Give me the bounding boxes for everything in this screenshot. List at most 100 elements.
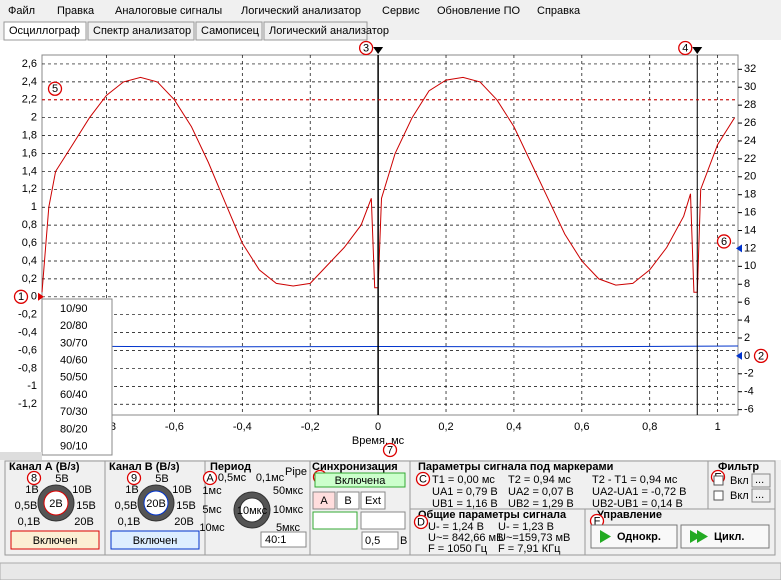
filter-options[interactable] bbox=[751, 473, 771, 488]
dropdown-item[interactable]: 90/10 bbox=[60, 441, 88, 453]
filter-checkbox[interactable] bbox=[713, 490, 724, 501]
tab-label[interactable]: Самописец bbox=[201, 25, 260, 37]
y2-tick-label: -4 bbox=[744, 386, 754, 398]
panel-title: Канал В (В/з) bbox=[109, 461, 180, 473]
dropdown-item[interactable]: 20/80 bbox=[60, 320, 88, 332]
x-tick-label: 0,8 bbox=[642, 421, 657, 433]
sync-source[interactable] bbox=[336, 491, 360, 510]
sync-source-label[interactable]: A bbox=[320, 495, 328, 507]
tab[interactable] bbox=[87, 21, 195, 41]
control-button[interactable] bbox=[680, 524, 770, 549]
play-icon bbox=[600, 530, 611, 543]
knob-label: 10мс bbox=[199, 522, 225, 534]
filter-options-label[interactable]: ... bbox=[755, 489, 764, 501]
menu-item[interactable]: Логический анализатор bbox=[241, 5, 361, 17]
y-tick-label: 1 bbox=[31, 201, 37, 213]
badge: 7 bbox=[387, 444, 393, 456]
ratio-select-value[interactable]: 40:1 bbox=[265, 534, 286, 546]
knob-label: 0,5В bbox=[115, 500, 138, 512]
ratio-select[interactable] bbox=[260, 531, 307, 548]
filter-options[interactable] bbox=[751, 488, 771, 503]
dropdown-item[interactable]: 80/20 bbox=[60, 423, 88, 435]
y2-marker bbox=[736, 351, 742, 360]
marker-param: T2 = 0,94 мс bbox=[508, 474, 571, 486]
tab-label[interactable]: Логический анализатор bbox=[269, 25, 389, 37]
y-tick-label: 2,4 bbox=[22, 76, 37, 88]
tab[interactable] bbox=[195, 21, 263, 41]
knob[interactable] bbox=[43, 490, 69, 516]
y2-tick-label: 30 bbox=[744, 81, 756, 93]
x-tick-label: -0,4 bbox=[233, 421, 252, 433]
badge-circle bbox=[13, 289, 29, 304]
menu-item[interactable]: Обновление ПО bbox=[437, 5, 520, 17]
dropdown-item[interactable]: 60/40 bbox=[60, 389, 88, 401]
dropdown-item[interactable]: 40/60 bbox=[60, 355, 88, 367]
dropdown-item[interactable]: 50/50 bbox=[60, 372, 88, 384]
panel bbox=[409, 508, 586, 556]
filter-options-label[interactable]: ... bbox=[755, 474, 764, 486]
sync-source[interactable] bbox=[312, 491, 336, 510]
tab-label[interactable]: Осциллограф bbox=[9, 25, 80, 37]
y2-tick-label: 28 bbox=[744, 99, 756, 111]
panel-title: Канал А (В/з) bbox=[9, 461, 80, 473]
power-button[interactable] bbox=[10, 530, 100, 550]
dropdown-item[interactable]: 10/90 bbox=[60, 303, 88, 315]
control-button-label[interactable]: Однокр. bbox=[617, 531, 661, 543]
knob[interactable] bbox=[143, 490, 169, 516]
y-tick-label: 0,6 bbox=[22, 237, 37, 249]
control-button-label[interactable]: Цикл. bbox=[714, 531, 744, 543]
knob[interactable] bbox=[239, 497, 265, 523]
sync-source[interactable] bbox=[360, 491, 386, 510]
tab[interactable] bbox=[263, 21, 368, 41]
dropdown-list bbox=[41, 298, 113, 456]
play-icon bbox=[697, 530, 708, 543]
control-button[interactable] bbox=[590, 524, 678, 549]
badge: 8 bbox=[31, 472, 37, 484]
knob-label: 1В bbox=[125, 484, 138, 496]
power-button[interactable] bbox=[110, 530, 200, 550]
zero-marker bbox=[38, 292, 44, 301]
y2-tick-label: 0 bbox=[744, 350, 750, 362]
edge-rise[interactable] bbox=[312, 511, 358, 530]
sync-source-label[interactable]: B bbox=[344, 495, 351, 507]
menu-item[interactable]: Сервис bbox=[382, 5, 420, 17]
edge-fall[interactable] bbox=[360, 511, 406, 530]
menu-item[interactable]: Правка bbox=[57, 5, 95, 17]
power-button-label[interactable]: Включен bbox=[33, 535, 78, 547]
sync-state[interactable] bbox=[314, 472, 406, 488]
signal-trace bbox=[41, 345, 739, 348]
panel-title: Общие параметры сигнала bbox=[418, 509, 567, 521]
y2-tick-label: 14 bbox=[744, 224, 756, 236]
knob-label: 1мс bbox=[202, 485, 222, 497]
param-a: U- = 1,24 В bbox=[428, 521, 484, 533]
marker-param: UB2 = 1,29 В bbox=[508, 498, 574, 510]
y-tick-label: -1 bbox=[27, 380, 37, 392]
knob-label: 0,1В bbox=[18, 516, 41, 528]
level-value[interactable]: 0,5 bbox=[365, 535, 380, 547]
power-button-label[interactable]: Включен bbox=[133, 535, 178, 547]
badge-circle bbox=[678, 40, 693, 56]
x-tick-label: -0,2 bbox=[301, 421, 320, 433]
plot-frame bbox=[41, 54, 739, 416]
cursor-handle[interactable] bbox=[692, 47, 703, 54]
level-input[interactable] bbox=[361, 531, 399, 550]
dropdown-item[interactable]: 30/70 bbox=[60, 337, 88, 349]
dropdown-item[interactable]: 70/30 bbox=[60, 406, 88, 418]
sync-source-label[interactable]: Ext bbox=[365, 495, 381, 507]
y-tick-label: 1,8 bbox=[22, 130, 37, 142]
badge-circle bbox=[202, 470, 218, 486]
y-tick-label: 0,4 bbox=[22, 255, 37, 267]
badge-circle bbox=[716, 234, 732, 249]
menu-item[interactable]: Аналоговые сигналы bbox=[115, 5, 222, 17]
marker-param: T2 - T1 = 0,94 мс bbox=[592, 474, 678, 486]
y-tick-label: 1,6 bbox=[22, 147, 37, 159]
menu-item[interactable]: Файл bbox=[8, 5, 35, 17]
cursor-handle[interactable] bbox=[373, 47, 384, 54]
tab-label[interactable]: Спектр анализатор bbox=[93, 25, 191, 37]
y2-tick-label: 32 bbox=[744, 63, 756, 75]
filter-checkbox[interactable] bbox=[713, 475, 724, 486]
y2-tick-label: 20 bbox=[744, 171, 756, 183]
menu-item[interactable]: Справка bbox=[537, 5, 581, 17]
tab[interactable] bbox=[3, 21, 87, 41]
sync-state-label[interactable]: Включена bbox=[335, 475, 387, 487]
